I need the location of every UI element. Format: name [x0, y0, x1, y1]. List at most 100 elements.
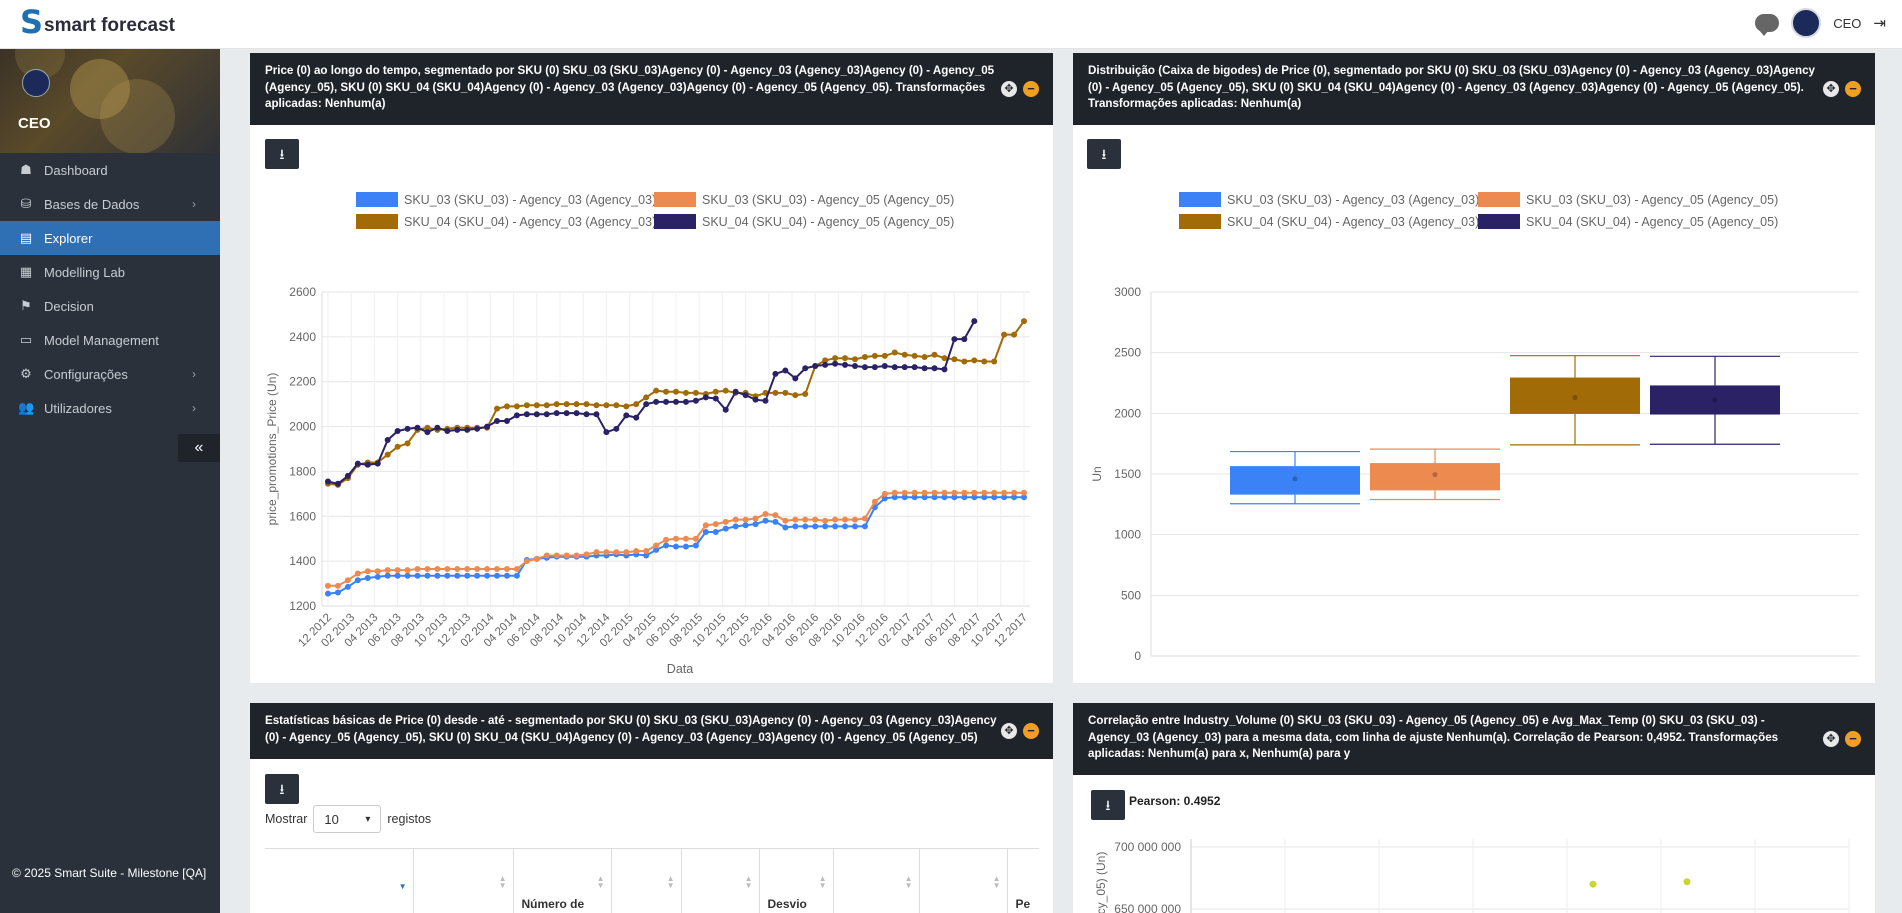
- data-point[interactable]: [931, 489, 938, 496]
- data-point[interactable]: [464, 572, 471, 579]
- data-point[interactable]: [583, 551, 590, 558]
- sidebar-item-explorer[interactable]: ▤ Explorer: [0, 221, 220, 255]
- data-point[interactable]: [633, 548, 640, 555]
- data-point[interactable]: [802, 365, 809, 372]
- data-point[interactable]: [901, 351, 908, 358]
- data-point[interactable]: [931, 365, 938, 372]
- data-point[interactable]: [484, 423, 491, 430]
- data-point[interactable]: [851, 356, 858, 363]
- data-point[interactable]: [424, 565, 431, 572]
- data-point[interactable]: [484, 572, 491, 579]
- data-point[interactable]: [394, 443, 401, 450]
- app-logo[interactable]: S smart forecast: [20, 6, 175, 38]
- data-point[interactable]: [454, 572, 461, 579]
- data-point[interactable]: [593, 411, 600, 418]
- data-point[interactable]: [961, 489, 968, 496]
- data-point[interactable]: [871, 364, 878, 371]
- data-point[interactable]: [911, 494, 918, 501]
- user-name[interactable]: CEO: [1833, 15, 1862, 31]
- data-point[interactable]: [364, 574, 371, 581]
- data-point[interactable]: [822, 517, 829, 524]
- data-point[interactable]: [802, 391, 809, 398]
- data-point[interactable]: [991, 358, 998, 365]
- sort-desc-icon[interactable]: ▼: [398, 882, 407, 891]
- chat-icon[interactable]: [1755, 14, 1780, 36]
- data-point[interactable]: [663, 542, 670, 549]
- data-point[interactable]: [414, 572, 421, 579]
- sort-icon[interactable]: ▲ ▼: [904, 874, 913, 890]
- data-point[interactable]: [523, 558, 530, 565]
- data-point[interactable]: [712, 521, 719, 528]
- data-point[interactable]: [981, 494, 988, 501]
- data-point[interactable]: [513, 572, 520, 579]
- data-point[interactable]: [454, 565, 461, 572]
- data-point[interactable]: [891, 349, 898, 356]
- data-point[interactable]: [991, 489, 998, 496]
- column-header[interactable]: Mínimo ▲▼: [833, 849, 920, 913]
- data-point[interactable]: [593, 402, 600, 409]
- data-point[interactable]: [792, 392, 799, 399]
- data-point[interactable]: [503, 565, 510, 572]
- column-header[interactable]: Soma ▲▼: [611, 849, 682, 913]
- data-point[interactable]: [851, 523, 858, 530]
- data-point[interactable]: [822, 361, 829, 368]
- data-point[interactable]: [673, 398, 679, 405]
- data-point[interactable]: [404, 572, 411, 579]
- data-point[interactable]: [494, 572, 501, 579]
- box-plot[interactable]: [1510, 355, 1640, 446]
- data-point[interactable]: [971, 489, 978, 496]
- legend-entry[interactable]: SKU_04 (SKU_04) - Agency_05 (Agency_05): [702, 215, 954, 229]
- sort-icon[interactable]: ▲ ▼: [744, 874, 753, 890]
- data-point[interactable]: [1021, 489, 1027, 496]
- data-point[interactable]: [891, 364, 898, 371]
- data-point[interactable]: [334, 480, 341, 487]
- data-point[interactable]: [692, 397, 699, 404]
- data-point[interactable]: [653, 398, 660, 405]
- data-point[interactable]: [503, 403, 510, 410]
- data-point[interactable]: [384, 572, 391, 579]
- data-point[interactable]: [901, 364, 908, 371]
- legend-swatch[interactable]: [356, 214, 398, 229]
- data-point[interactable]: [861, 354, 868, 361]
- data-point[interactable]: [454, 426, 461, 433]
- data-point[interactable]: [732, 523, 739, 530]
- data-point[interactable]: [861, 515, 868, 522]
- data-point[interactable]: [822, 357, 829, 364]
- data-point[interactable]: [444, 565, 451, 572]
- data-point[interactable]: [344, 472, 351, 479]
- data-point[interactable]: [702, 528, 709, 535]
- sort-icon[interactable]: ▲ ▼: [666, 874, 675, 890]
- data-point[interactable]: [762, 517, 769, 524]
- data-point[interactable]: [792, 516, 799, 523]
- scatter-point[interactable]: [1683, 878, 1691, 886]
- data-point[interactable]: [593, 549, 600, 556]
- data-point[interactable]: [702, 522, 709, 529]
- data-point[interactable]: [1001, 489, 1008, 496]
- data-point[interactable]: [881, 490, 888, 497]
- data-point[interactable]: [663, 536, 670, 543]
- data-point[interactable]: [871, 352, 878, 359]
- data-point[interactable]: [673, 543, 679, 550]
- data-point[interactable]: [653, 542, 660, 549]
- data-point[interactable]: [921, 354, 928, 361]
- legend-swatch[interactable]: [1478, 192, 1520, 207]
- data-point[interactable]: [1011, 331, 1018, 338]
- download-button[interactable]: ⭳: [1087, 139, 1121, 169]
- data-point[interactable]: [325, 478, 331, 485]
- legend-entry[interactable]: SKU_04 (SKU_04) - Agency_03 (Agency_03): [1227, 215, 1479, 229]
- data-point[interactable]: [752, 521, 759, 528]
- data-point[interactable]: [643, 548, 650, 555]
- data-point[interactable]: [543, 402, 550, 409]
- data-point[interactable]: [782, 389, 789, 396]
- data-point[interactable]: [354, 577, 361, 584]
- data-point[interactable]: [394, 428, 401, 435]
- data-point[interactable]: [782, 367, 789, 374]
- user-avatar[interactable]: [1791, 8, 1822, 38]
- data-point[interactable]: [812, 523, 819, 530]
- legend-entry[interactable]: SKU_03 (SKU_03) - Agency_05 (Agency_05): [1526, 193, 1778, 207]
- data-point[interactable]: [901, 494, 908, 501]
- data-point[interactable]: [523, 411, 530, 418]
- data-point[interactable]: [414, 565, 421, 572]
- data-point[interactable]: [404, 440, 411, 447]
- data-point[interactable]: [334, 582, 341, 589]
